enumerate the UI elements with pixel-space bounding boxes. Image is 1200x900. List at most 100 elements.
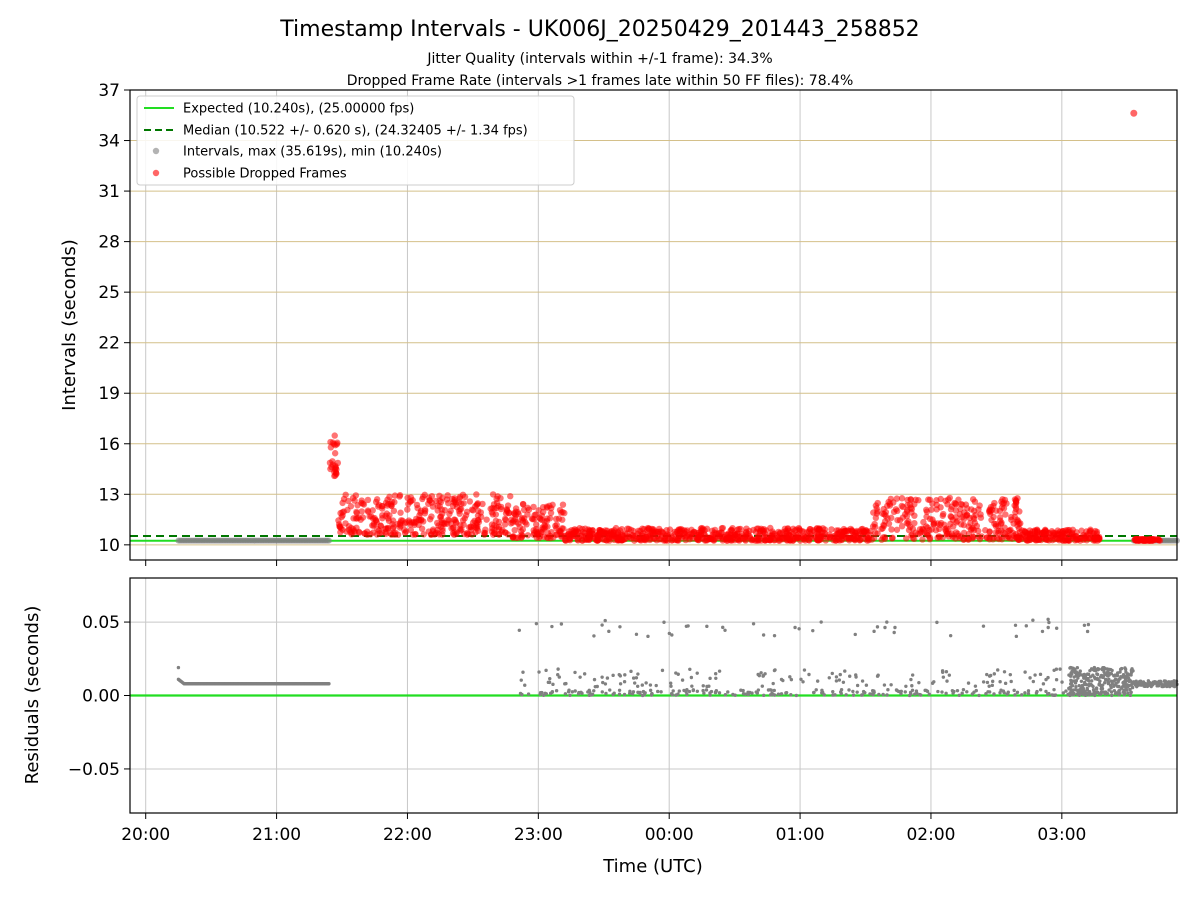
dropped-frame-point bbox=[483, 516, 490, 523]
residual-point bbox=[863, 690, 867, 695]
residual-point bbox=[617, 688, 622, 693]
residual-point bbox=[731, 692, 735, 697]
residual-point bbox=[820, 688, 824, 692]
residual-point bbox=[1122, 691, 1127, 696]
residuals-y-ticks: −0.05 0.00 0.05 bbox=[68, 613, 130, 780]
dropped-frame-point bbox=[1051, 536, 1058, 543]
residual-point bbox=[768, 688, 772, 692]
residual-point bbox=[1087, 690, 1092, 694]
residual-point bbox=[992, 692, 996, 696]
dropped-frame-point bbox=[784, 534, 791, 541]
dropped-frame-point bbox=[947, 513, 954, 520]
dropped-frame-point bbox=[729, 524, 736, 532]
dropped-frame-point bbox=[363, 528, 371, 535]
dropped-frame-point bbox=[489, 491, 497, 498]
dropped-frame-point bbox=[379, 512, 386, 519]
residual-point bbox=[1112, 674, 1116, 678]
dropped-frame-point bbox=[354, 502, 361, 509]
residual-points bbox=[176, 617, 1179, 698]
residual-point bbox=[917, 680, 921, 685]
dropped-frame-point bbox=[871, 523, 879, 531]
residual-point bbox=[580, 691, 584, 695]
residual-point bbox=[1013, 623, 1018, 627]
dropped-frame-point bbox=[808, 532, 815, 539]
dropped-frame-point bbox=[729, 534, 737, 542]
residual-point bbox=[1070, 671, 1074, 676]
dropped-frame-point bbox=[998, 504, 1006, 511]
dropped-frame-rate-subtitle: Dropped Frame Rate (intervals >1 frames … bbox=[347, 73, 854, 89]
dropped-frame-point bbox=[445, 517, 453, 524]
dropped-frame-point bbox=[628, 532, 636, 539]
residual-point bbox=[889, 683, 893, 687]
residual-point bbox=[1026, 691, 1031, 696]
residual-point bbox=[1077, 693, 1082, 698]
dropped-frame-point bbox=[899, 514, 907, 521]
y-tick-label: 25 bbox=[98, 283, 120, 303]
residual-point bbox=[1124, 679, 1128, 683]
residual-point bbox=[838, 672, 842, 677]
residual-point bbox=[618, 674, 623, 678]
dropped-frame-point bbox=[1078, 527, 1085, 534]
dropped-frame-point bbox=[353, 524, 360, 532]
residual-point bbox=[1026, 689, 1031, 693]
dropped-frame-point bbox=[738, 530, 746, 538]
residual-point bbox=[875, 625, 880, 629]
residual-point bbox=[899, 691, 903, 696]
dropped-frame-point bbox=[495, 518, 503, 526]
dropped-frame-points bbox=[326, 109, 1164, 544]
dropped-frame-point bbox=[460, 500, 467, 507]
residual-point bbox=[985, 680, 990, 685]
dropped-frame-point bbox=[481, 529, 488, 536]
residual-point bbox=[1076, 690, 1080, 695]
dropped-frame-point bbox=[988, 506, 996, 513]
dropped-frame-point bbox=[548, 528, 555, 536]
residual-point bbox=[1073, 681, 1078, 685]
dropped-frame-point bbox=[767, 524, 774, 532]
residual-point bbox=[1024, 624, 1029, 628]
residual-point bbox=[1113, 692, 1118, 696]
dropped-frame-point bbox=[604, 530, 612, 537]
y-tick-label: 37 bbox=[98, 81, 120, 101]
dropped-frame-point bbox=[964, 505, 971, 512]
dropped-frame-point bbox=[509, 519, 516, 526]
dropped-frame-point bbox=[885, 520, 893, 527]
dropped-frame-point bbox=[511, 526, 518, 534]
residual-point bbox=[1129, 690, 1133, 695]
dropped-frame-point bbox=[414, 504, 421, 512]
dropped-frame-point bbox=[971, 519, 979, 527]
dropped-frame-point bbox=[821, 526, 829, 533]
dropped-frame-point bbox=[382, 530, 390, 537]
residual-point bbox=[1088, 668, 1092, 673]
dropped-frame-point bbox=[546, 502, 553, 509]
dropped-frame-point bbox=[1062, 537, 1069, 544]
residual-point bbox=[1003, 681, 1008, 686]
dropped-frame-point bbox=[488, 521, 496, 528]
dropped-frame-point bbox=[886, 502, 894, 509]
residual-point bbox=[600, 623, 604, 627]
dropped-frame-point bbox=[534, 530, 541, 537]
residual-point bbox=[1054, 678, 1059, 682]
residual-point bbox=[1118, 676, 1122, 681]
dropped-frame-point bbox=[874, 508, 881, 515]
dropped-frame-point bbox=[907, 496, 914, 503]
dropped-frame-point bbox=[888, 526, 895, 533]
dropped-frame-point bbox=[965, 536, 973, 543]
residual-point bbox=[1031, 618, 1035, 622]
residual-point bbox=[1110, 668, 1114, 673]
residual-point bbox=[1089, 679, 1094, 683]
residual-point bbox=[519, 678, 523, 682]
dropped-frame-point bbox=[439, 494, 446, 502]
residual-point bbox=[1079, 679, 1084, 684]
residual-point bbox=[643, 691, 647, 695]
residual-point bbox=[1103, 690, 1108, 694]
dropped-frame-point bbox=[353, 509, 360, 517]
residual-point bbox=[793, 625, 797, 630]
residual-point bbox=[883, 625, 887, 630]
dropped-frame-point bbox=[1044, 536, 1051, 544]
residual-point bbox=[717, 691, 722, 695]
residual-point bbox=[1046, 675, 1050, 680]
x-tick-label: 22:00 bbox=[383, 825, 432, 845]
dropped-frame-point bbox=[807, 525, 814, 533]
dropped-frame-point bbox=[815, 527, 822, 534]
dropped-frame-point bbox=[371, 514, 378, 522]
